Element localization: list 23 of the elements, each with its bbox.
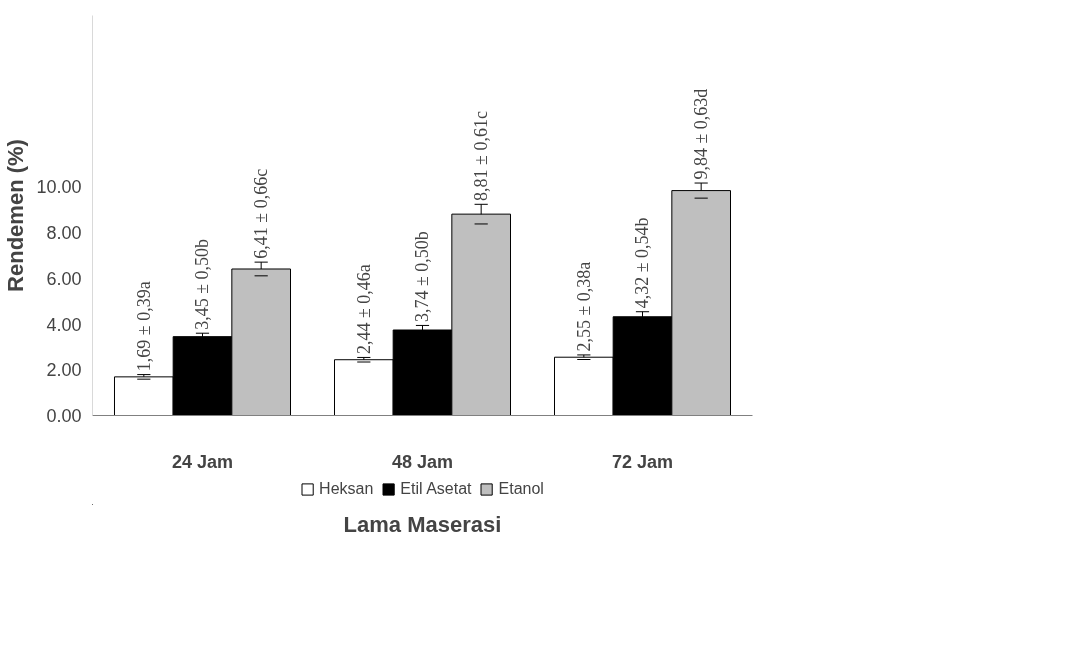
data-label: 9,84 ± 0,63d [691, 88, 712, 180]
y-tick-label: 4.00 [46, 314, 82, 335]
x-tick-label: 24 Jam [171, 451, 234, 472]
x-axis-title: Lama Maserasi [343, 511, 502, 537]
legend-label: Etanol [498, 480, 544, 498]
data-label: 3,74 ± 0,50b [412, 231, 433, 323]
x-tick-label: 48 Jam [391, 451, 454, 472]
data-label: 6,41 ± 0,66c [251, 168, 272, 259]
data-label: 2,55 ± 0,38a [573, 261, 594, 352]
data-label: 3,45 ± 0,50b [192, 238, 213, 330]
y-tick-label: 6.00 [46, 268, 82, 289]
legend-label: Heksan [319, 480, 374, 498]
y-axis-title: Rendemen (%) [3, 139, 29, 292]
y-tick-label: 2.00 [46, 360, 82, 381]
y-tick-label: 0.00 [46, 406, 82, 426]
data-label: 1,69 ± 0,39a [133, 281, 154, 372]
y-tick-label: 10.00 [36, 177, 82, 198]
data-label: 4,32 ± 0,54b [632, 217, 653, 309]
data-label: 2,44 ± 0,46a [353, 264, 374, 355]
legend-label: Etil Asetat [400, 480, 472, 498]
y-tick-label: 8.00 [46, 223, 82, 244]
x-tick-label: 72 Jam [611, 451, 674, 472]
data-label: 8,81 ± 0,61c [471, 110, 492, 201]
